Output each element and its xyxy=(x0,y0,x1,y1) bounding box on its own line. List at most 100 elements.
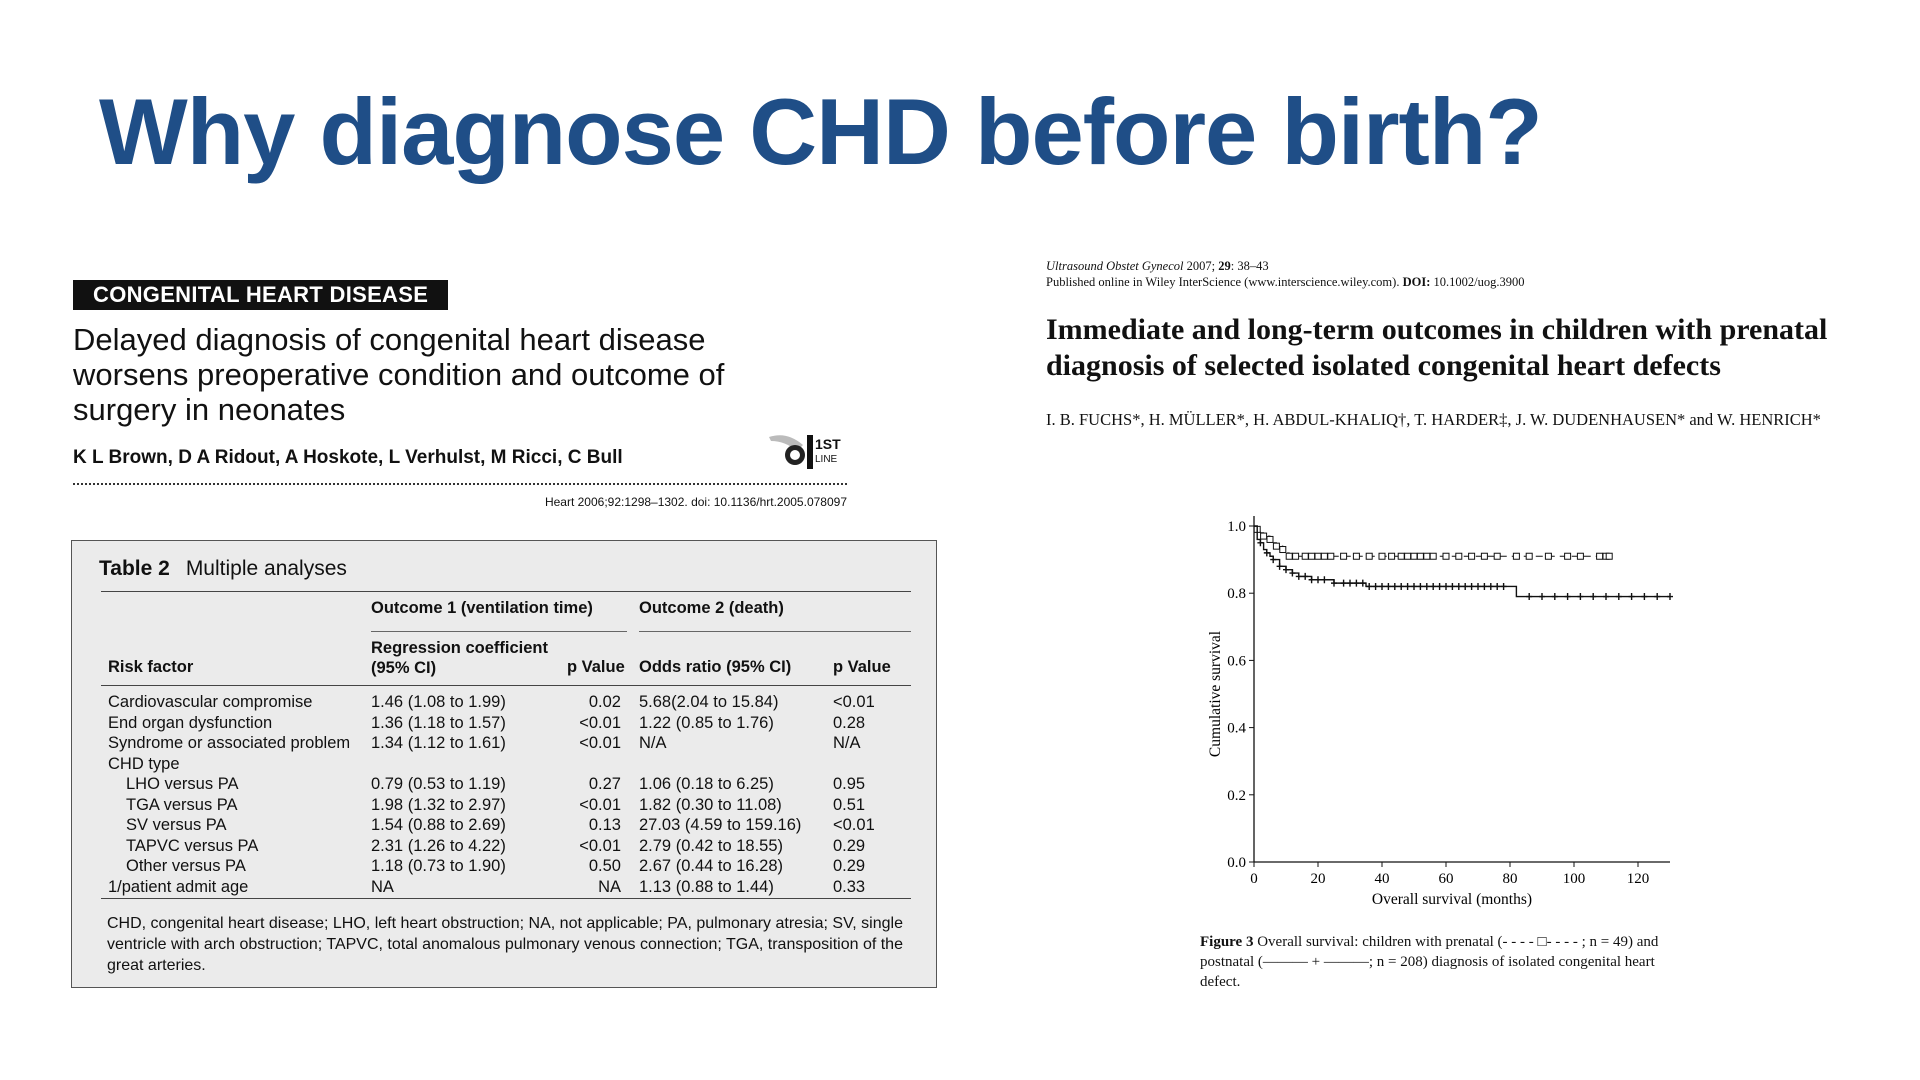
journal-volume: 29 xyxy=(1218,259,1231,273)
cell-p-value-1: 0.13 xyxy=(588,816,621,834)
censor-marker-postnatal xyxy=(1379,582,1385,590)
cell-risk-factor: CHD type xyxy=(108,754,180,773)
journal-citation: Ultrasound Obstet Gynecol 2007; 29: 38–4… xyxy=(1046,258,1876,290)
cell-risk-factor: SV versus PA xyxy=(126,816,227,834)
censor-marker-postnatal xyxy=(1372,582,1379,590)
cell-regression: 1.34 (1.12 to 1.61) xyxy=(371,734,506,752)
header-outcome-1: Outcome 1 (ventilation time) xyxy=(371,599,593,617)
figure-caption-text: Overall survival: children with prenatal… xyxy=(1200,934,1659,990)
censor-marker-postnatal xyxy=(1577,593,1584,601)
left-paper-citation: Heart 2006;92:1298–1302. doi: 10.1136/hr… xyxy=(544,495,847,509)
censor-marker-prenatal xyxy=(1285,552,1293,560)
outcome-2-rule xyxy=(639,631,911,632)
censor-marker-postnatal xyxy=(1398,582,1405,590)
censor-marker-prenatal xyxy=(1493,552,1501,560)
slide-title: Why diagnose CHD before birth? xyxy=(99,79,1543,184)
censor-marker-prenatal xyxy=(1352,552,1360,560)
censor-marker-prenatal xyxy=(1260,532,1268,540)
censor-marker-postnatal xyxy=(1654,593,1661,601)
authors-row: K L Brown, D A Ridout, A Hoskote, L Verh… xyxy=(73,435,847,477)
cell-p-value-2: 0.51 xyxy=(833,795,866,814)
censor-marker-prenatal xyxy=(1416,552,1424,560)
censor-marker-prenatal xyxy=(1279,546,1287,554)
cell-p-value-2: 0.28 xyxy=(833,713,866,732)
y-axis-label: Cumulative survival xyxy=(1207,631,1224,757)
right-paper-header: Ultrasound Obstet Gynecol 2007; 29: 38–4… xyxy=(1046,258,1876,431)
censor-marker-prenatal xyxy=(1266,535,1274,543)
censor-marker-postnatal xyxy=(1628,593,1635,601)
x-axis-label: Overall survival (months) xyxy=(1372,891,1532,908)
cell-p-value-2: N/A xyxy=(833,734,861,752)
censor-marker-postnatal xyxy=(1443,582,1449,590)
x-tick-label: 120 xyxy=(1627,871,1650,887)
censor-marker-postnatal xyxy=(1539,593,1545,601)
censor-marker-postnatal xyxy=(1590,593,1597,601)
censor-marker-postnatal xyxy=(1475,582,1481,590)
censor-marker-prenatal xyxy=(1525,552,1533,560)
first-line-logo-icon: 1ST LINE xyxy=(769,435,841,469)
censor-marker-postnatal xyxy=(1257,539,1264,547)
table-footnote: CHD, congenital heart disease; LHO, left… xyxy=(107,915,903,974)
cell-risk-factor: Other versus PA xyxy=(126,857,246,875)
censor-marker-prenatal xyxy=(1512,552,1520,560)
censor-marker-postnatal xyxy=(1302,572,1309,580)
header-bottom-rule xyxy=(101,685,911,686)
censor-marker-postnatal xyxy=(1526,593,1533,601)
censor-marker-postnatal xyxy=(1417,582,1424,590)
doi-label: DOI: xyxy=(1402,275,1431,289)
censor-marker-postnatal xyxy=(1423,582,1430,590)
header-p-value-2: p Value xyxy=(833,658,891,676)
y-tick-label: 0.8 xyxy=(1227,586,1246,602)
cell-p-value-1: 0.27 xyxy=(588,775,621,793)
censor-marker-postnatal xyxy=(1411,582,1417,590)
censor-marker-postnatal xyxy=(1321,576,1328,584)
dotted-divider xyxy=(73,483,847,485)
censor-marker-postnatal xyxy=(1347,579,1353,587)
figure-caption: Figure 3 Overall survival: children with… xyxy=(1200,932,1670,992)
censor-marker-postnatal xyxy=(1308,576,1315,584)
cell-odds-ratio: 1.82 (0.30 to 11.08) xyxy=(639,795,782,814)
censor-marker-postnatal xyxy=(1436,582,1443,590)
journal-name: Ultrasound Obstet Gynecol xyxy=(1046,259,1184,273)
censor-marker-postnatal xyxy=(1494,582,1501,590)
censor-marker-postnatal xyxy=(1270,556,1277,564)
cell-p-value-1: NA xyxy=(598,877,621,896)
left-paper-authors: K L Brown, D A Ridout, A Hoskote, L Verh… xyxy=(73,447,623,468)
right-paper-authors: I. B. FUCHS*, H. MÜLLER*, H. ABDUL-KHALI… xyxy=(1046,410,1821,429)
cell-p-value-1: <0.01 xyxy=(579,836,621,855)
series-line-prenatal xyxy=(1254,525,1606,557)
cell-p-value-1: 0.02 xyxy=(588,693,621,711)
x-tick-label: 60 xyxy=(1439,871,1454,887)
cell-p-value-2: 0.29 xyxy=(833,857,866,875)
censor-marker-postnatal xyxy=(1315,576,1321,584)
cell-regression: 0.79 (0.53 to 1.19) xyxy=(371,775,506,793)
cell-p-value-1: <0.01 xyxy=(579,734,621,752)
left-paper-title: Delayed diagnosis of congenital heart di… xyxy=(73,322,725,427)
censor-marker-postnatal xyxy=(1289,569,1296,577)
censor-marker-prenatal xyxy=(1605,552,1613,560)
censor-marker-postnatal xyxy=(1487,582,1494,590)
cell-odds-ratio: 2.67 (0.44 to 16.28) xyxy=(639,857,784,875)
cell-regression: 2.31 (1.26 to 4.22) xyxy=(371,836,506,855)
table-bottom-rule xyxy=(101,898,911,899)
censor-marker-prenatal xyxy=(1378,552,1386,560)
censor-marker-prenatal xyxy=(1576,552,1584,560)
cell-risk-factor: TGA versus PA xyxy=(126,795,238,814)
cell-odds-ratio: 1.22 (0.85 to 1.76) xyxy=(639,713,774,732)
censor-marker-prenatal xyxy=(1429,552,1437,560)
header-risk-factor: Risk factor xyxy=(108,658,194,676)
censor-marker-postnatal xyxy=(1295,572,1302,580)
censor-marker-prenatal xyxy=(1564,552,1572,560)
censor-marker-postnatal xyxy=(1385,582,1392,590)
table-caption: Table 2 Multiple analyses xyxy=(99,557,347,581)
outcome-1-rule xyxy=(371,631,627,632)
censor-marker-postnatal xyxy=(1331,579,1337,587)
censor-marker-prenatal xyxy=(1423,552,1431,560)
censor-marker-postnatal xyxy=(1603,593,1609,601)
censor-marker-postnatal xyxy=(1449,582,1456,590)
right-paper-title: Immediate and long-term outcomes in chil… xyxy=(1046,313,1828,382)
cell-odds-ratio: 1.06 (0.18 to 6.25) xyxy=(639,775,774,793)
censor-marker-postnatal xyxy=(1404,582,1411,590)
y-tick-label: 1.0 xyxy=(1227,519,1246,535)
y-tick-label: 0.6 xyxy=(1227,653,1246,669)
